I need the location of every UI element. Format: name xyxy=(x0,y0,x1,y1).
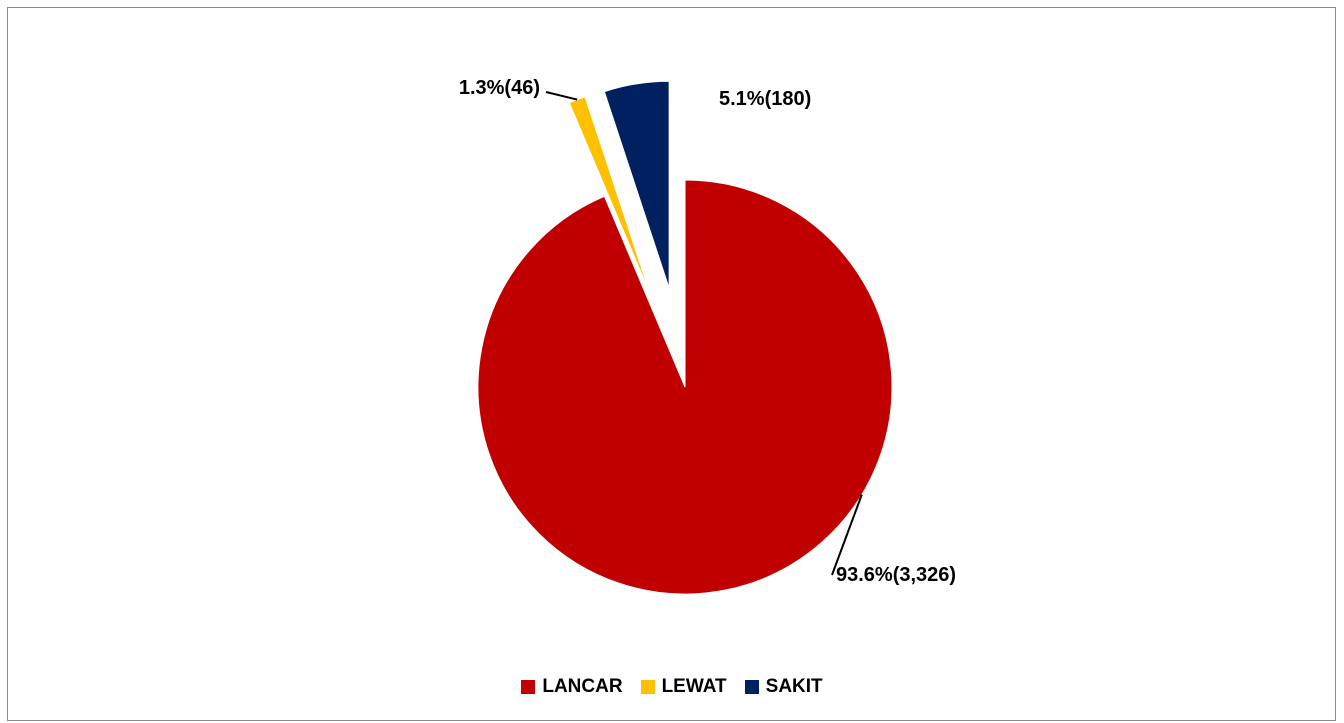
legend-label-sakit: SAKIT xyxy=(765,676,823,697)
leader-line-lancar xyxy=(831,494,863,576)
legend-swatch-sakit xyxy=(744,680,759,694)
data-label-lancar: 93.6%(3,326) xyxy=(836,564,956,586)
leader-line-lewat xyxy=(545,91,578,101)
legend-label-lancar: LANCAR xyxy=(542,676,623,697)
legend-label-lewat: LEWAT xyxy=(661,676,727,697)
legend: LANCAR LEWAT SAKIT xyxy=(0,676,1344,698)
legend-item-lancar: LANCAR xyxy=(521,676,623,698)
legend-swatch-lancar xyxy=(521,680,536,694)
data-label-sakit: 5.1%(180) xyxy=(719,88,811,110)
pie-slice-lancar xyxy=(477,179,893,595)
data-label-lewat: 1.3%(46) xyxy=(459,77,540,99)
data-labels: 93.6%(3,326) 1.3%(46) 5.1%(180) xyxy=(459,77,956,586)
legend-item-sakit: SAKIT xyxy=(744,676,823,698)
legend-item-lewat: LEWAT xyxy=(640,676,727,698)
legend-swatch-lewat xyxy=(640,680,655,694)
leader-lines xyxy=(545,91,863,576)
pie-slice-sakit xyxy=(603,80,670,289)
pie-slices xyxy=(477,80,893,595)
